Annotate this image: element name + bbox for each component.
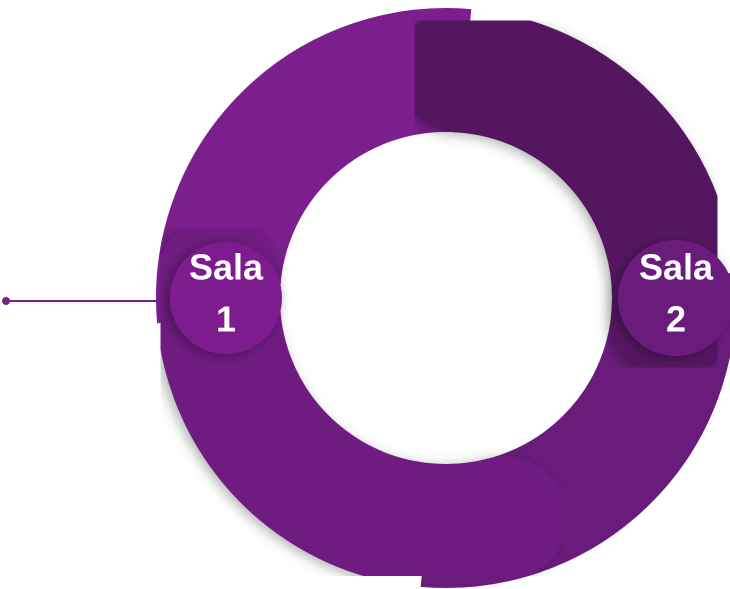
room-label: 1 bbox=[216, 299, 236, 340]
room-label: 2 bbox=[666, 299, 686, 340]
ring bbox=[156, 8, 730, 588]
room-badge bbox=[170, 242, 282, 354]
room-label: Sala bbox=[189, 247, 264, 288]
room-label: Sala bbox=[639, 247, 714, 288]
connector-dot bbox=[2, 297, 10, 305]
room-badge bbox=[618, 240, 730, 356]
